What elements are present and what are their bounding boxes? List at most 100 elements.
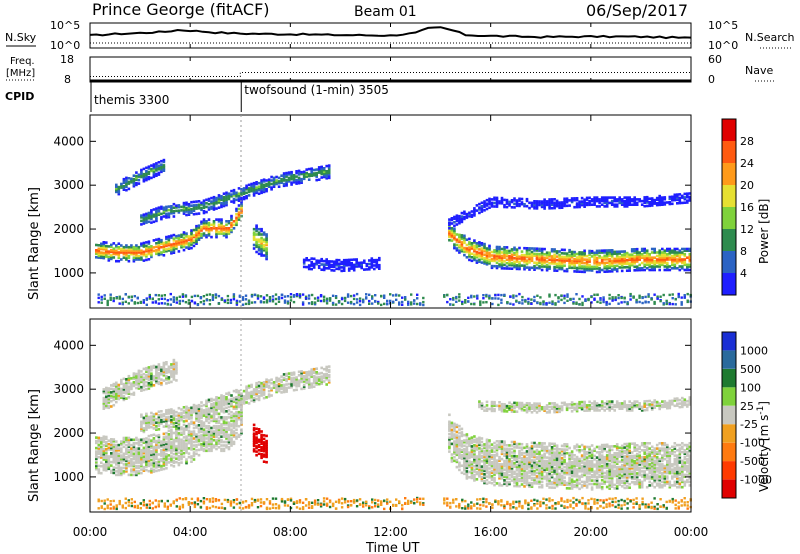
heatmap-cell [505,261,509,265]
heatmap-cell [285,184,288,187]
heatmap-cell [260,252,263,256]
heatmap-cell [508,200,511,204]
heatmap-cell [575,202,579,205]
heatmap-cell [527,302,530,305]
heatmap-cell [226,298,230,302]
heatmap-cell [97,455,101,459]
heatmap-cell [352,267,356,270]
y-tick-label: 3000 [53,178,84,192]
heatmap-cell [147,461,151,464]
heatmap-cell [147,172,151,175]
heatmap-cell [182,241,186,245]
heatmap-cell [653,259,656,263]
heatmap-cell [535,205,539,208]
heatmap-cell [661,199,664,203]
heatmap-cell [600,258,604,261]
heatmap-cell [202,218,206,221]
heatmap-cell [160,371,163,374]
heatmap-cell [588,200,591,203]
heatmap-cell [322,376,326,380]
heatmap-cell [643,196,646,199]
heatmap-cell [605,249,609,252]
heatmap-cell [165,216,168,219]
heatmap-cell [465,216,469,219]
heatmap-cell [260,433,263,437]
heatmap-cell [197,200,201,203]
heatmap-cell [197,419,201,423]
heatmap-cell [160,383,163,387]
heatmap-cell [450,230,454,234]
heatmap-cell [473,253,476,256]
heatmap-cell [102,242,106,246]
heatmap-cell [245,196,248,200]
heatmap-cell [222,431,226,435]
heatmap-cell [588,258,591,262]
heatmap-cell [548,251,551,255]
heatmap-cell [115,456,118,459]
heatmap-cell [327,365,331,368]
heatmap-cell [200,428,203,432]
heatmap-cell [653,198,656,202]
heatmap-cell [563,257,566,260]
heatmap-cell [220,232,223,235]
heatmap-cell [480,257,484,261]
heatmap-cell [182,444,186,448]
heatmap-cell [325,173,328,177]
heatmap-cell [666,258,669,261]
heatmap-cell [212,208,216,211]
heatmap-cell [678,200,682,203]
heatmap-cell [225,227,228,230]
heatmap-cell [232,421,236,424]
heatmap-cell [322,374,326,378]
heatmap-cell [515,253,519,257]
heatmap-cell [590,255,594,258]
heatmap-cell [446,300,449,304]
heatmap-cell [217,230,221,234]
heatmap-cell [133,295,136,298]
heatmap-cell [105,442,108,446]
heatmap-cell [192,212,196,216]
heatmap-cell [145,249,148,253]
heatmap-cell [207,410,211,414]
heatmap-cell [563,301,566,305]
heatmap-cell [272,176,276,180]
heatmap-cell [610,270,614,273]
heatmap-cell [240,410,243,414]
heatmap-cell [543,260,546,263]
heatmap-cell [212,403,216,407]
heatmap-cell [533,252,536,256]
heatmap-cell [282,184,286,188]
heatmap-cell [220,399,223,403]
heatmap-cell [185,414,188,417]
heatmap-cell [192,421,196,424]
heatmap-cell [645,259,649,263]
heatmap-cell [115,461,118,464]
heatmap-cell [260,227,263,231]
heatmap-cell [365,293,368,296]
heatmap-cell [152,461,156,465]
heatmap-cell [207,437,211,440]
heatmap-cell [470,256,474,259]
heatmap-cell [666,247,669,251]
heatmap-cell [142,383,146,386]
heatmap-cell [232,424,236,428]
heatmap-cell [167,412,171,415]
heatmap-cell [585,201,589,205]
heatmap-cell [608,264,611,268]
heatmap-cell [373,258,376,262]
heatmap-cell [140,454,143,457]
heatmap-cell [628,269,631,272]
heatmap-cell [307,264,311,267]
heatmap-cell [340,297,344,301]
heatmap-cell [200,434,203,437]
heatmap-cell [162,441,166,444]
heatmap-cell [583,270,586,274]
heatmap-cell [160,442,163,445]
heatmap-cell [180,209,183,212]
heatmap-cell [162,158,166,162]
heatmap-cell [160,297,163,300]
heatmap-cell [147,457,151,461]
heatmap-cell [498,265,501,268]
heatmap-cell [605,251,609,254]
heatmap-cell [102,435,106,438]
